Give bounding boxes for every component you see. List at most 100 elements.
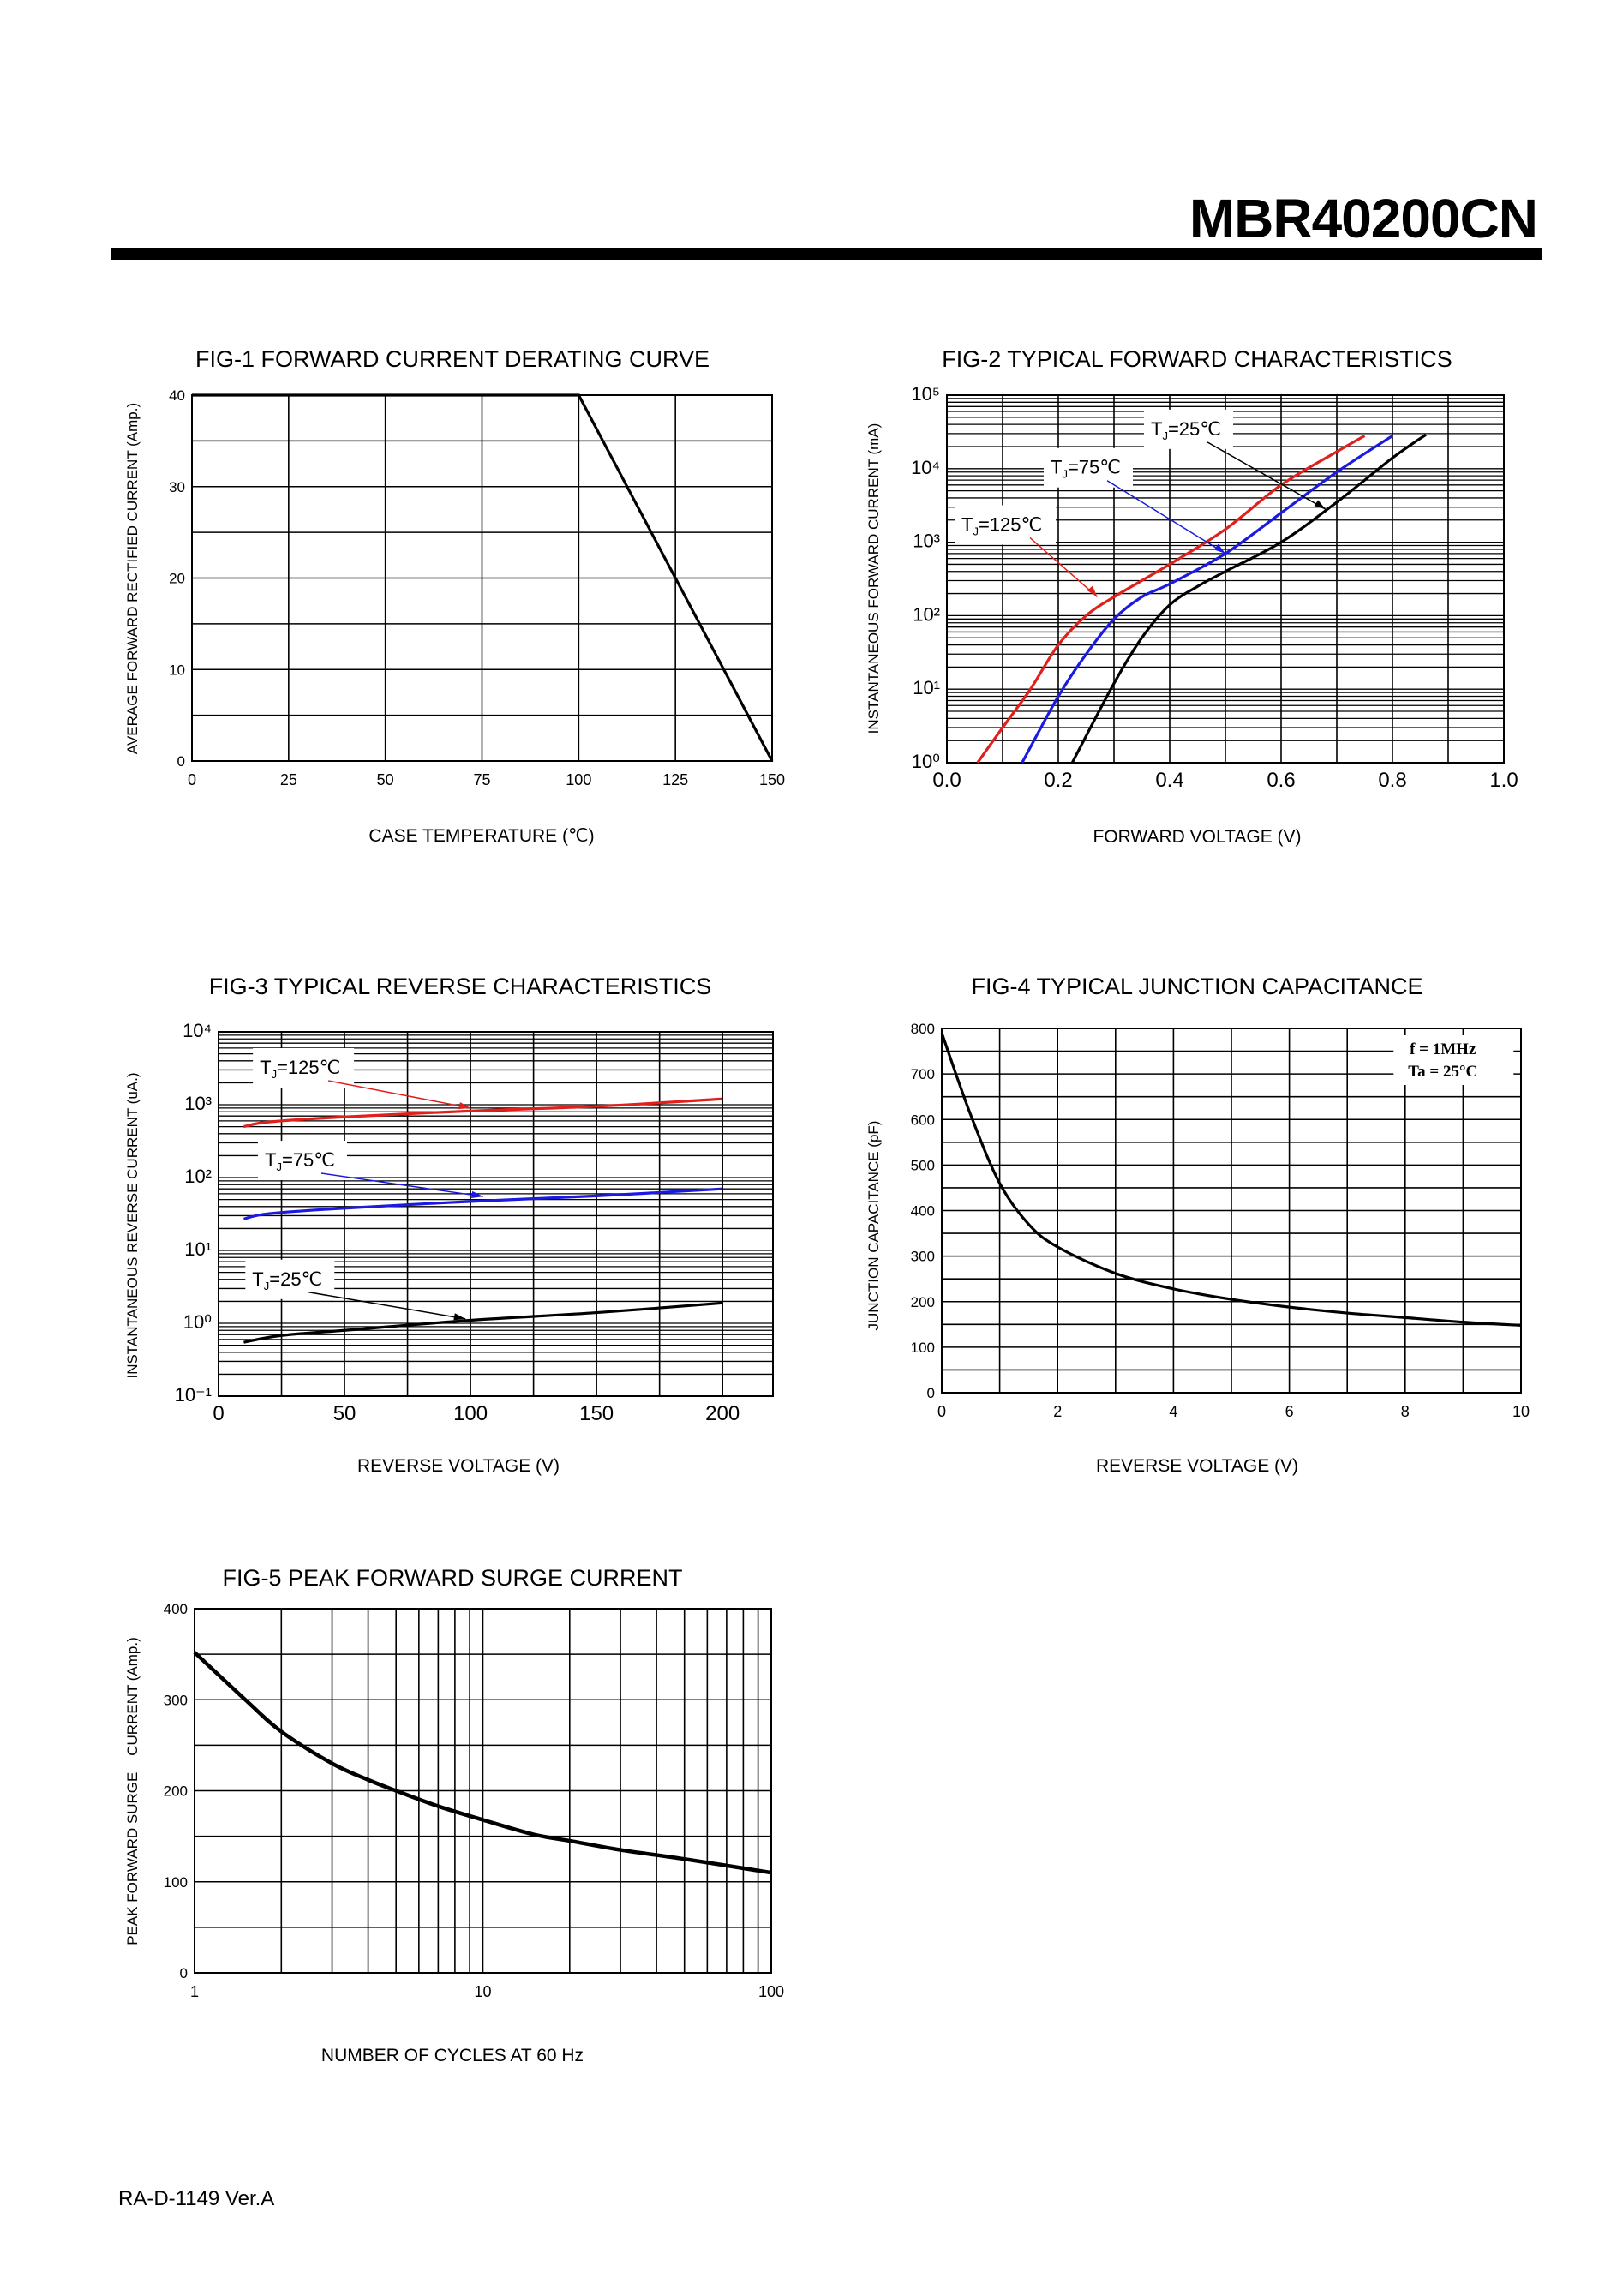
fig4-x-axis-label: REVERSE VOLTAGE (V) — [1096, 1456, 1298, 1476]
callout-arrow — [327, 1080, 471, 1109]
fig2-chart: 0.0 0.2 0.4 0.6 0.8 1.0 10⁰ 10¹ 10² 10³ 10⁴ 10⁵FIG-… — [865, 346, 1518, 847]
y-tick-label: 10¹ — [184, 1238, 212, 1260]
fig1-x-axis-label: CASE TEMPERATURE (℃) — [368, 826, 594, 846]
series-line-75c — [243, 1187, 723, 1220]
x-tick-label: 150 — [579, 1402, 614, 1425]
document-code: RA-D-1149 Ver.A — [118, 2187, 275, 2210]
fig3-x-axis-label: REVERSE VOLTAGE (V) — [357, 1456, 560, 1476]
series-label: TJ=75℃ — [1051, 457, 1121, 481]
series-line-25c — [243, 1301, 723, 1344]
callout-box — [1044, 447, 1133, 488]
series-line-25c — [1070, 433, 1427, 764]
y-tick-label: 10⁵ — [911, 383, 940, 405]
fig4-y-axis-label: JUNCTION CAPACITANCE (pF) — [865, 1121, 882, 1331]
y-tick-label: 300 — [911, 1249, 935, 1265]
x-tick-label: 1 — [190, 1983, 199, 2000]
test-condition-label: f = 1MHz — [1410, 1040, 1476, 1058]
y-tick-label: 10⁴ — [183, 1020, 212, 1041]
fig5-chart: 1 10 100 0 100 200 300 400 FIG-5 PEAK FORWARD SU… — [124, 1565, 784, 2065]
y-tick-label: 600 — [911, 1112, 935, 1128]
y-tick-label: 0 — [927, 1385, 935, 1401]
fig2-y-axis-label: INSTANTANEOUS FORWARD CURRENT (mA) — [865, 423, 882, 734]
y-tick-label: 200 — [911, 1294, 935, 1310]
series-label: TJ=125℃ — [961, 513, 1042, 537]
x-tick-label: 0.0 — [932, 769, 961, 792]
y-tick-label: 30 — [169, 479, 185, 495]
y-tick-label: 700 — [911, 1066, 935, 1082]
fig4-title: FIG-4 TYPICAL JUNCTION CAPACITANCE — [971, 974, 1422, 999]
x-tick-label: 6 — [1285, 1403, 1294, 1420]
fig3-title: FIG-3 TYPICAL REVERSE CHARACTERISTICS — [209, 974, 712, 999]
x-tick-label: 150 — [759, 771, 785, 788]
series-label: TJ=75℃ — [265, 1149, 335, 1173]
y-tick-label: 10⁴ — [911, 457, 940, 478]
callout-arrow — [308, 1292, 466, 1320]
y-tick-label: 100 — [164, 1874, 188, 1891]
y-tick-label: 40 — [169, 387, 185, 404]
y-tick-label: 20 — [169, 571, 185, 587]
arrowhead-icon — [1314, 500, 1326, 510]
series-line-0 — [193, 1651, 772, 1875]
fig1-chart: 0 25 50 75 100 125 150 0 10 20 30 40 FIG-1 FORWARD C… — [124, 346, 785, 846]
x-tick-label: 100 — [758, 1983, 784, 2000]
x-tick-label: 2 — [1053, 1403, 1062, 1420]
x-tick-label: 0 — [188, 771, 196, 788]
y-tick-label: 300 — [164, 1692, 188, 1708]
fig2-x-axis-label: FORWARD VOLTAGE (V) — [1093, 827, 1301, 847]
callout-box — [1144, 409, 1233, 449]
fig2-plot-frame — [946, 394, 1505, 764]
y-tick-label: 200 — [164, 1783, 188, 1800]
x-tick-label: 0 — [213, 1402, 224, 1425]
arrowhead-icon — [1087, 585, 1098, 597]
y-tick-label: 10³ — [913, 531, 940, 552]
x-tick-label: 0.4 — [1155, 769, 1183, 792]
fig5-grid — [194, 1608, 772, 1974]
series-label: TJ=25℃ — [252, 1268, 322, 1292]
callout-box — [257, 1141, 347, 1181]
callout-arrow — [1106, 480, 1226, 555]
y-tick-label: 10⁰ — [912, 751, 940, 772]
x-tick-label: 10 — [474, 1983, 491, 2000]
series-line-0 — [940, 1032, 1522, 1327]
x-tick-label: 75 — [473, 771, 490, 788]
callout-box — [253, 1047, 355, 1088]
callout-box — [955, 505, 1056, 545]
y-tick-label: 400 — [164, 1601, 188, 1617]
fig2-title: FIG-2 TYPICAL FORWARD CHARACTERISTICS — [942, 346, 1452, 372]
x-tick-label: 1.0 — [1489, 769, 1518, 792]
fig2-grid — [946, 394, 1505, 764]
fig1-title: FIG-1 FORWARD CURRENT DERATING CURVE — [195, 346, 710, 372]
fig4-plot-frame — [941, 1028, 1522, 1394]
y-tick-label: 500 — [911, 1157, 935, 1173]
fig5-x-axis-label: NUMBER OF CYCLES AT 60 Hz — [321, 2046, 584, 2065]
x-tick-label: 100 — [566, 771, 591, 788]
fig3-chart: 0 50 100 150 200 10⁻¹ 10⁰ 10¹ 10² 10³ 10⁴ FIG-3 TYP… — [124, 974, 774, 1476]
y-tick-label: 10³ — [184, 1093, 212, 1114]
callout-arrow — [320, 1172, 483, 1197]
fig5-title: FIG-5 PEAK FORWARD SURGE CURRENT — [222, 1565, 682, 1591]
fig5-y-axis-label: PEAK FORWARD SURGE CURRENT (Amp.) — [124, 1637, 141, 1945]
x-tick-label: 0.6 — [1267, 769, 1295, 792]
y-tick-label: 10⁰ — [183, 1311, 212, 1333]
x-tick-label: 0.2 — [1044, 769, 1072, 792]
series-line-0 — [192, 393, 774, 762]
part-number-title: MBR40200CN — [1189, 188, 1538, 249]
callout-arrow — [1029, 537, 1098, 598]
series-label: TJ=125℃ — [260, 1057, 340, 1081]
y-tick-label: 100 — [911, 1340, 935, 1356]
test-condition-label: Ta = 25°C — [1408, 1063, 1477, 1081]
x-tick-label: 4 — [1169, 1403, 1177, 1420]
x-tick-label: 50 — [333, 1402, 356, 1425]
x-tick-label: 10 — [1512, 1403, 1530, 1420]
fig5-plot-frame — [194, 1608, 772, 1974]
fig3-y-axis-label: INSTANTANEOUS REVERSE CURRENT (uA.) — [124, 1072, 141, 1378]
fig1-y-axis-label: AVERAGE FORWARD RECTIFIED CURRENT (Amp.) — [124, 403, 141, 754]
series-label: TJ=25℃ — [1151, 418, 1221, 442]
y-tick-label: 10⁻¹ — [175, 1384, 212, 1406]
y-tick-label: 0 — [177, 753, 185, 770]
callout-box — [245, 1259, 335, 1299]
callout-arrow — [1207, 441, 1327, 510]
x-tick-label: 25 — [280, 771, 297, 788]
